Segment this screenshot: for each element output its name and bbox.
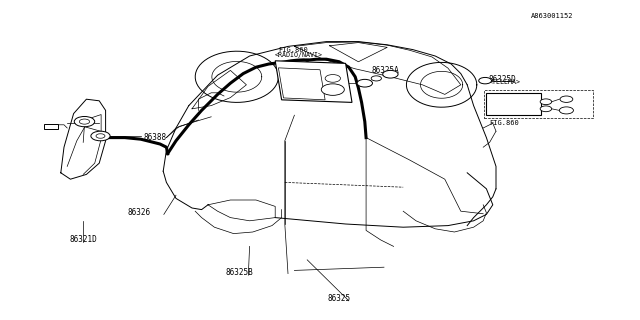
Text: 86326: 86326 <box>128 208 151 217</box>
Circle shape <box>79 119 90 124</box>
Polygon shape <box>275 61 352 102</box>
Text: 86325B: 86325B <box>225 268 253 277</box>
Text: A863001152: A863001152 <box>531 13 573 19</box>
Text: <TELEMA>: <TELEMA> <box>488 79 520 85</box>
Bar <box>486 93 541 115</box>
Text: 86325A: 86325A <box>371 66 399 75</box>
Text: 86321D: 86321D <box>69 235 97 244</box>
Text: FIG.860: FIG.860 <box>278 47 308 53</box>
Circle shape <box>560 96 573 102</box>
FancyBboxPatch shape <box>44 124 58 129</box>
Circle shape <box>96 134 105 138</box>
Circle shape <box>321 84 344 95</box>
Circle shape <box>74 116 95 127</box>
Circle shape <box>383 70 398 78</box>
Circle shape <box>357 79 372 87</box>
Circle shape <box>325 75 340 82</box>
Circle shape <box>559 107 573 114</box>
Text: 86388: 86388 <box>144 133 167 142</box>
Circle shape <box>540 99 552 105</box>
Circle shape <box>371 76 381 81</box>
Text: 86325D: 86325D <box>488 76 516 84</box>
Text: <RADIO/NAVI>: <RADIO/NAVI> <box>275 52 323 58</box>
Circle shape <box>479 77 492 84</box>
Bar <box>484 90 593 118</box>
Polygon shape <box>278 68 325 100</box>
Circle shape <box>540 106 552 112</box>
Text: 86325: 86325 <box>328 294 351 303</box>
Circle shape <box>91 131 110 141</box>
Text: FIG.860: FIG.860 <box>490 120 519 126</box>
